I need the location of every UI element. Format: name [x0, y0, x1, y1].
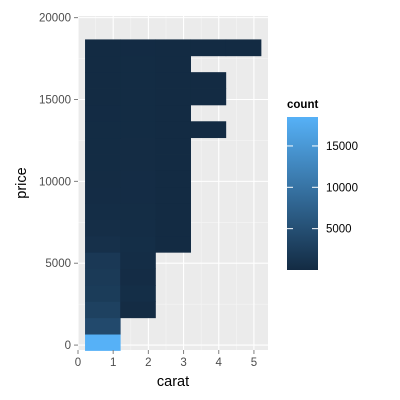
- x-axis-title: carat: [157, 374, 189, 390]
- heatmap-tile: [85, 121, 121, 139]
- heatmap-tile: [85, 55, 121, 73]
- heatmap-tile: [85, 285, 121, 302]
- legend-ticks: 5000 10000 15000: [287, 141, 358, 236]
- heatmap-tile: [190, 72, 227, 89]
- heatmap-tile: [85, 219, 121, 237]
- x-tick-label: 4: [216, 357, 223, 369]
- heatmap-tile: [155, 203, 191, 220]
- heatmap-tile: [120, 154, 156, 171]
- heatmap-tile: [120, 55, 156, 73]
- heatmap-tile: [155, 39, 191, 57]
- heatmap-tile: [190, 39, 227, 57]
- heatmap-tile: [85, 317, 121, 335]
- heatmap-tile: [85, 268, 121, 286]
- y-tick-label: 15000: [39, 95, 71, 107]
- x-tick-label: 1: [110, 357, 116, 369]
- heatmap-tile: [120, 186, 156, 204]
- heatmap-tile: [155, 72, 191, 89]
- heatmap-tile: [85, 235, 121, 253]
- heatmap-tile: [155, 88, 191, 106]
- heatmap-tile: [85, 72, 121, 89]
- heatmap-tile: [85, 203, 121, 220]
- heatmap-tile: [120, 268, 156, 286]
- y-axis-title: price: [14, 167, 30, 198]
- heatmap-tile: [85, 252, 121, 270]
- heatmap-tile: [85, 154, 121, 171]
- y-axis: 0 5000 10000 15000 20000: [39, 13, 78, 352]
- heatmap-tile: [120, 121, 156, 139]
- heatmap-tile: [120, 88, 156, 106]
- heatmap-tile: [120, 285, 156, 302]
- heatmap-tile: [155, 186, 191, 204]
- heatmap-tile: [120, 203, 156, 220]
- legend-label: 5000: [326, 224, 352, 236]
- heatmap-tile: [155, 154, 191, 171]
- y-tick-label: 0: [65, 340, 71, 352]
- heatmap-tile: [155, 104, 191, 122]
- legend-colorbar: [287, 117, 318, 270]
- x-tick-label: 3: [180, 357, 186, 369]
- heatmap-tile: [85, 186, 121, 204]
- heatmap-tile: [85, 301, 121, 319]
- y-tick-label: 5000: [45, 258, 71, 270]
- heatmap-tile: [190, 88, 227, 106]
- heatmap-tile: [120, 235, 156, 253]
- x-tick-label: 0: [75, 357, 81, 369]
- heatmap-tile: [155, 137, 191, 155]
- heatmap-tile: [155, 55, 191, 73]
- heatmap-tile: [225, 39, 262, 57]
- x-tick-label: 2: [145, 357, 151, 369]
- heatmap-tile: [85, 104, 121, 122]
- heatmap-tile: [155, 219, 191, 237]
- heatmap-tile: [85, 137, 121, 155]
- heatmap-tile: [85, 170, 121, 188]
- heatmap-tile: [85, 334, 121, 351]
- heatmap-tile: [155, 235, 191, 253]
- legend: count 5000 10000 15000: [287, 99, 358, 270]
- x-tick-label: 5: [251, 357, 257, 369]
- heatmap-tile: [85, 39, 121, 57]
- heatmap-tiles: [85, 39, 262, 351]
- heatmap-tile: [120, 252, 156, 270]
- heatmap-tile: [190, 121, 227, 139]
- x-axis: 0 1 2 3 4 5: [75, 350, 257, 369]
- heatmap-tile: [120, 219, 156, 237]
- y-tick-label: 10000: [39, 176, 71, 188]
- heatmap-tile: [120, 72, 156, 89]
- heatmap-tile: [155, 170, 191, 188]
- heatmap-tile: [120, 39, 156, 57]
- heatmap-tile: [85, 88, 121, 106]
- legend-label: 10000: [326, 182, 358, 194]
- heatmap-tile: [155, 121, 191, 139]
- legend-title: count: [287, 99, 318, 111]
- legend-label: 15000: [326, 141, 358, 153]
- heatmap-tile: [120, 170, 156, 188]
- heatmap-tile: [120, 301, 156, 319]
- y-tick-label: 20000: [39, 13, 71, 25]
- heatmap-tile: [120, 104, 156, 122]
- heatmap-tile: [120, 137, 156, 155]
